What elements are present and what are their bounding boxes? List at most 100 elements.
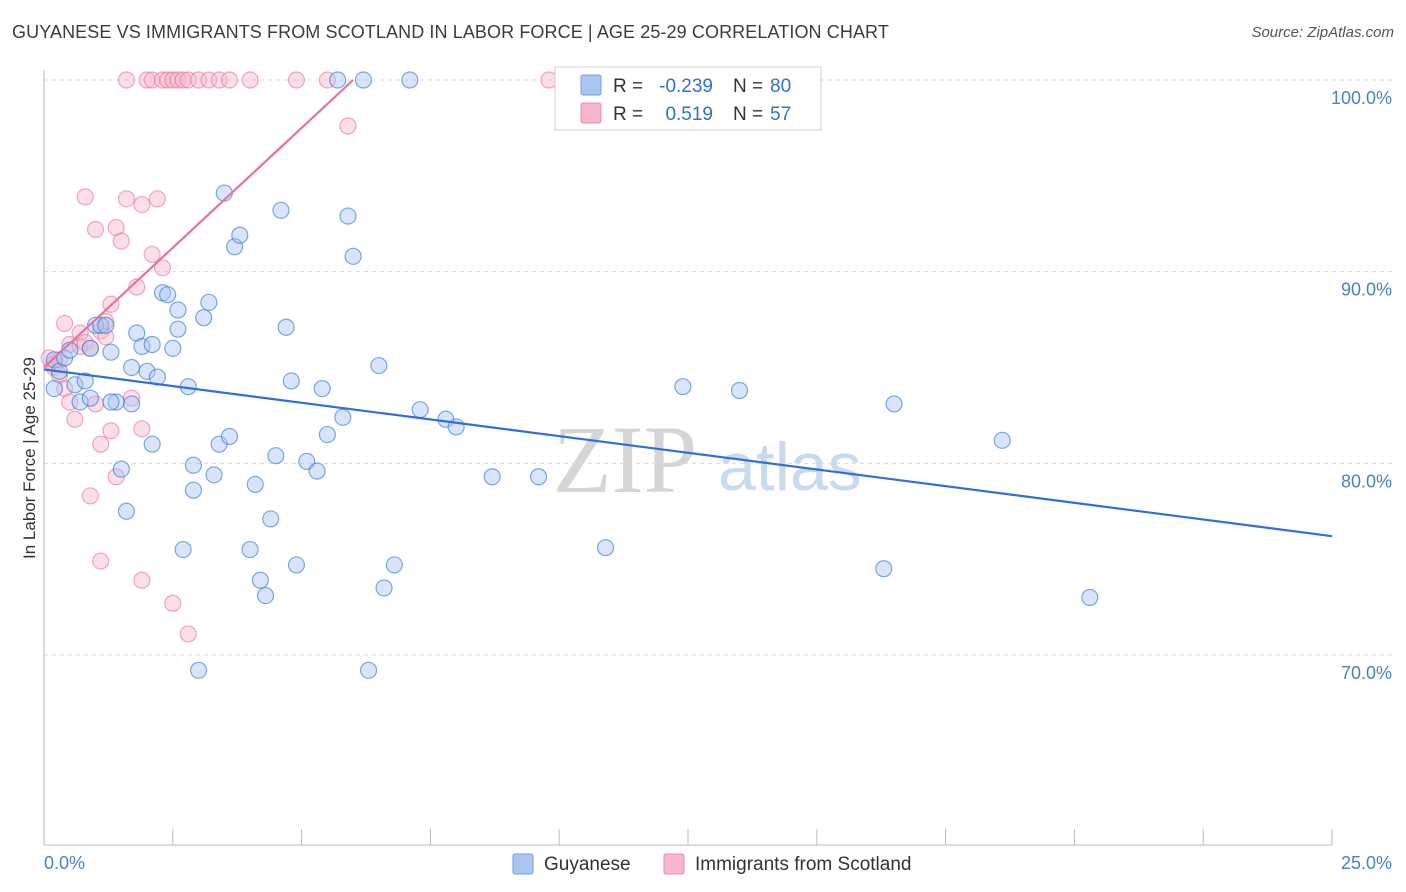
stats-r-label-guyanese: R = <box>613 76 643 97</box>
guyanese-point <box>81 389 99 407</box>
scotland-point <box>287 71 306 89</box>
guyanese-point <box>200 293 218 311</box>
y-tick-labels: 70.0% 80.0% 90.0% 100.0% <box>1331 88 1392 683</box>
series-scotland-points <box>40 71 558 643</box>
guyanese-point <box>529 468 548 486</box>
scotland-point <box>179 625 197 643</box>
stats-box: R = -0.239 N = 80 R = 0.519 N = 57 <box>554 66 822 131</box>
guyanese-point <box>81 339 99 357</box>
guyanese-point <box>246 475 264 494</box>
guyanese-point <box>97 316 115 334</box>
stats-swatch-scotland <box>580 102 602 124</box>
y-tick-label: 90.0% <box>1341 280 1392 300</box>
guyanese-point <box>313 379 331 398</box>
legend-label-scotland: Immigrants from Scotland <box>695 854 911 875</box>
guyanese-point <box>143 435 161 453</box>
legend-swatch-scotland <box>663 853 685 875</box>
guyanese-point <box>184 481 203 499</box>
guyanese-point <box>339 207 357 225</box>
scotland-point <box>540 71 558 89</box>
legend: Guyanese Immigrants from Scotland <box>512 853 911 875</box>
guyanese-point <box>138 362 156 380</box>
guyanese-point <box>45 379 63 398</box>
guyanese-point <box>189 661 208 679</box>
guyanese-point <box>122 395 141 413</box>
stats-swatch-guyanese <box>580 74 602 96</box>
scotland-point <box>92 435 110 453</box>
scotland-point <box>143 245 161 264</box>
guyanese-point <box>262 510 280 528</box>
guyanese-point <box>241 540 259 559</box>
scotland-point <box>76 188 94 206</box>
guyanese-point <box>385 556 403 574</box>
y-tick-label: 100.0% <box>1331 88 1392 108</box>
stats-r-value-guyanese: -0.239 <box>659 76 713 97</box>
scotland-point <box>128 278 146 296</box>
scotland-point <box>133 195 151 214</box>
scotland-point <box>117 190 136 208</box>
scotland-point <box>112 232 130 250</box>
trend-lines <box>43 79 1333 538</box>
guyanese-point <box>344 247 362 265</box>
scotland-point <box>86 220 105 239</box>
guyanese-point <box>370 356 388 375</box>
guyanese-point <box>993 431 1011 449</box>
guyanese-point <box>102 393 120 411</box>
guyanese-point <box>885 395 903 413</box>
guyanese-point <box>169 320 187 338</box>
guyanese-point <box>596 539 615 557</box>
guyanese-point <box>205 466 223 484</box>
y-axis-label: In Labor Force | Age 25-29 <box>20 357 39 559</box>
scotland-point <box>66 410 84 428</box>
legend-label-guyanese: Guyanese <box>544 854 631 875</box>
stats-n-label-scotland: N = <box>733 104 763 125</box>
guyanese-point <box>169 301 187 319</box>
guyanese-point <box>184 456 203 474</box>
stats-r-label-scotland: R = <box>613 104 643 125</box>
guyanese-point <box>318 425 336 444</box>
scotland-point <box>148 190 166 208</box>
guyanese-point <box>329 71 347 89</box>
guyanese-point <box>122 358 141 377</box>
stats-n-value-guyanese: 80 <box>770 76 791 97</box>
x-ticks <box>43 829 1333 845</box>
guyanese-point <box>272 201 290 219</box>
guyanese-point <box>195 309 213 327</box>
guyanese-point <box>359 661 378 679</box>
guyanese-point <box>354 71 373 89</box>
guyanese-point <box>220 427 239 446</box>
guyanese-point <box>159 286 177 304</box>
guyanese-point <box>375 579 393 597</box>
guyanese-point <box>66 376 84 394</box>
scotland-trend-line <box>43 79 354 369</box>
scotland-point <box>81 487 99 505</box>
scotland-point <box>220 71 239 89</box>
scotland-point <box>133 571 151 589</box>
stats-n-value-scotland: 57 <box>770 104 791 125</box>
watermark-zip: ZIP <box>553 406 697 513</box>
scotland-point <box>102 422 120 440</box>
guyanese-point <box>117 502 136 520</box>
scotland-point <box>92 552 110 570</box>
scotland-point <box>117 71 136 89</box>
guyanese-point <box>256 586 275 605</box>
scotland-point <box>164 594 182 612</box>
guyanese-point <box>267 447 285 465</box>
guyanese-point <box>231 226 249 244</box>
guyanese-point <box>730 381 749 400</box>
guyanese-point <box>308 462 326 480</box>
guyanese-point <box>143 335 161 354</box>
guyanese-point <box>277 318 295 336</box>
guyanese-point <box>102 343 120 361</box>
guyanese-point <box>282 372 300 390</box>
guyanese-point <box>112 460 130 478</box>
guyanese-point <box>164 339 182 357</box>
scotland-point <box>241 71 259 89</box>
guyanese-point <box>287 556 306 574</box>
guyanese-point <box>674 378 692 396</box>
guyanese-point <box>334 408 352 426</box>
guyanese-point <box>174 540 192 559</box>
x-tick-label-min: 0.0% <box>44 853 85 873</box>
y-tick-label: 70.0% <box>1341 663 1392 683</box>
